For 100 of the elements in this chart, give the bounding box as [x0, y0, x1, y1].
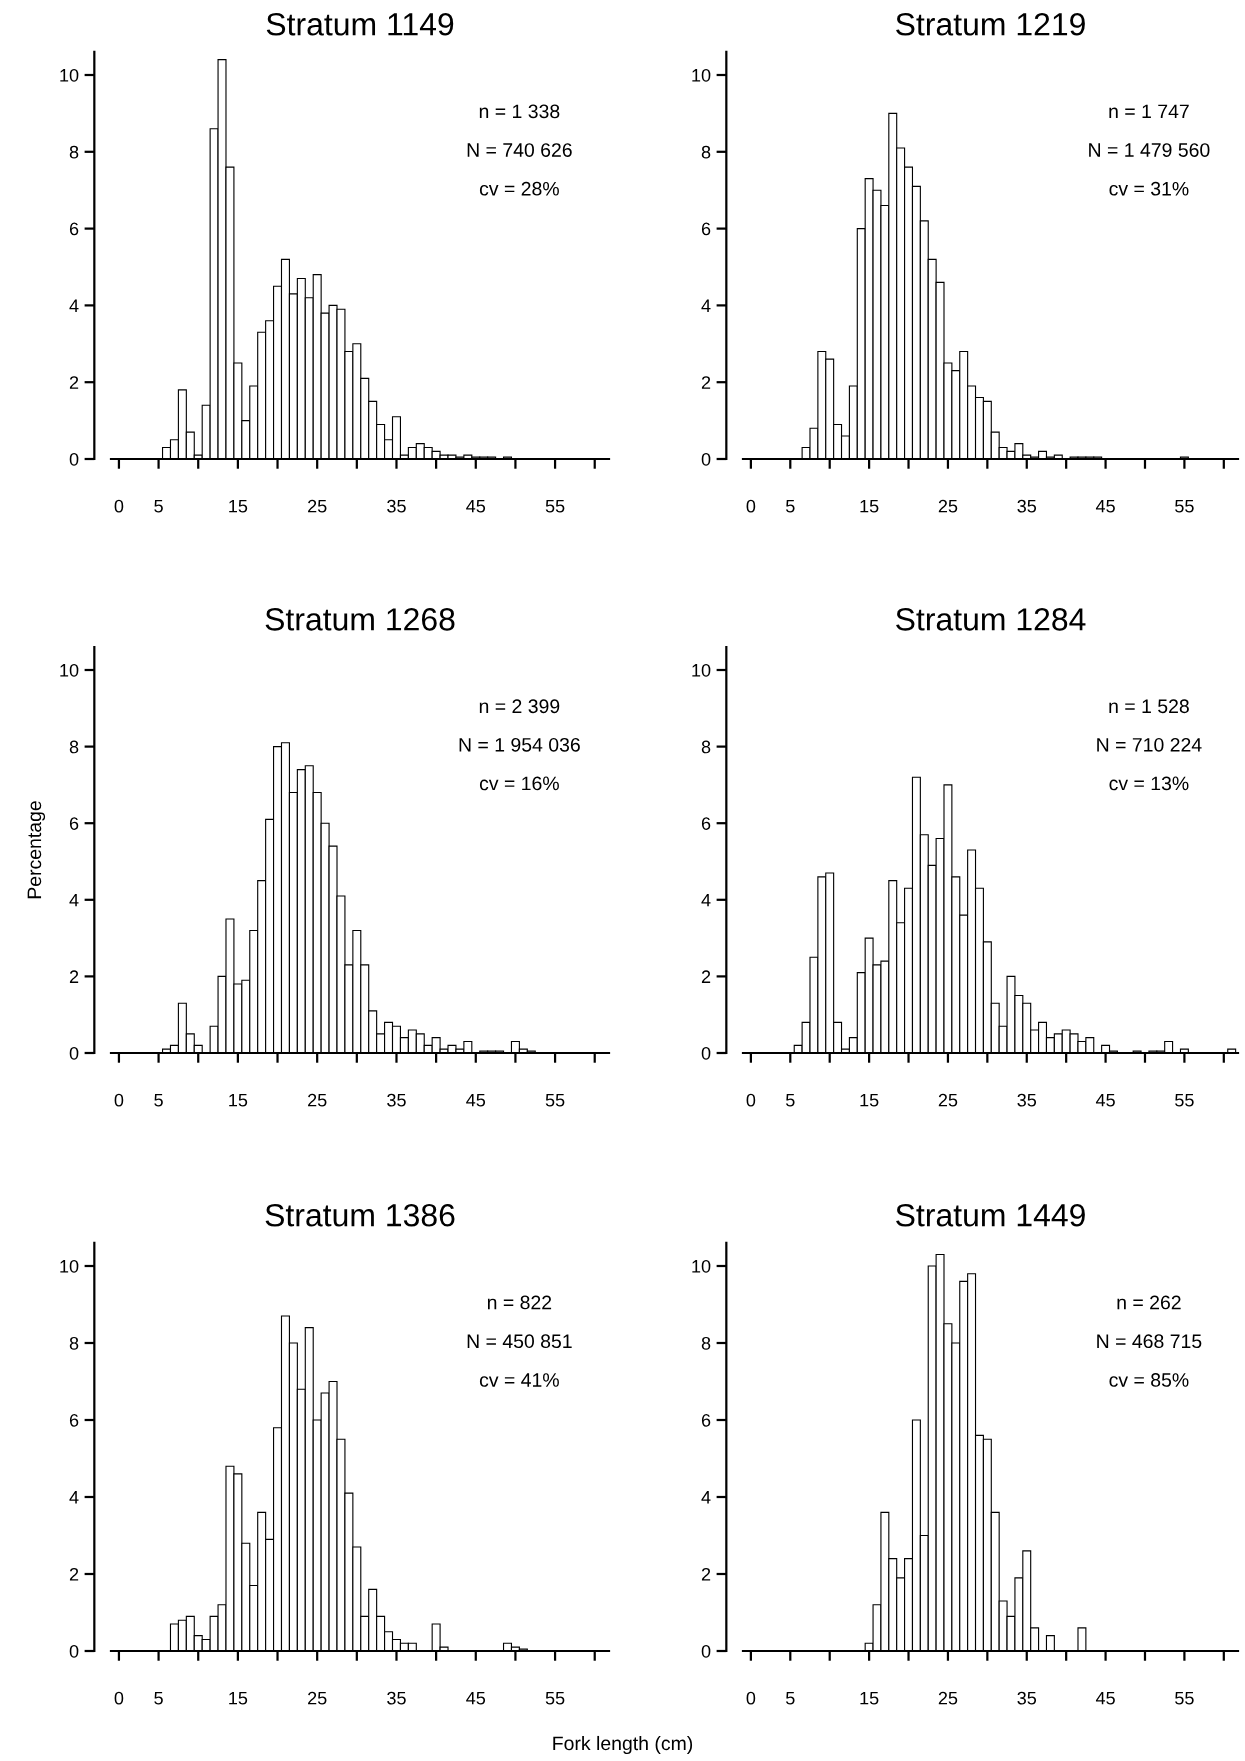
y-tick-label: 8 — [701, 145, 711, 159]
y-tick-label: 10 — [692, 68, 711, 82]
y-tick-label: 4 — [69, 893, 79, 907]
chart-title: Stratum 1284 — [896, 608, 1086, 631]
annotation: n = 822 — [487, 1295, 552, 1310]
x-tick-label: 0 — [746, 499, 756, 513]
x-tick-label: 15 — [229, 1691, 248, 1705]
y-tick-label: 6 — [701, 817, 711, 830]
x-tick-label: 55 — [1175, 499, 1194, 513]
y-tick-label: 4 — [69, 299, 79, 312]
x-tick-label: 0 — [114, 499, 124, 513]
x-tick-label: 45 — [1095, 1691, 1115, 1705]
x-tick-label: 5 — [154, 1093, 163, 1107]
y-axis-title: Percentage — [27, 801, 46, 899]
y-tick-label: 2 — [69, 970, 79, 983]
y-tick-label: 8 — [69, 740, 79, 754]
x-tick-label: 25 — [308, 1093, 327, 1107]
y-tick-label: 6 — [69, 222, 79, 236]
x-tick-label: 55 — [1175, 1691, 1194, 1705]
annotation: N = 1 954 036 — [459, 737, 580, 752]
x-tick-label: 45 — [466, 499, 486, 513]
y-tick-label: 2 — [69, 1567, 79, 1581]
y-tick-label: 0 — [701, 452, 711, 466]
x-tick-label: 25 — [938, 499, 958, 513]
x-tick-label: 45 — [1095, 1093, 1115, 1107]
y-tick-label: 0 — [69, 1046, 79, 1060]
x-axis-title: Fork length (cm) — [553, 1735, 693, 1755]
annotation: cv = 41% — [479, 1373, 559, 1387]
annotation: n = 1 528 — [1109, 699, 1189, 714]
y-tick-label: 8 — [69, 145, 79, 159]
y-tick-label: 4 — [69, 1491, 79, 1504]
x-tick-label: 15 — [860, 1691, 879, 1705]
y-tick-label: 8 — [69, 1336, 79, 1350]
y-tick-label: 0 — [701, 1046, 711, 1060]
y-tick-label: 10 — [692, 1259, 711, 1273]
x-tick-label: 25 — [938, 1093, 958, 1107]
x-tick-label: 35 — [1017, 499, 1037, 513]
x-tick-label: 5 — [785, 499, 795, 513]
y-tick-label: 0 — [701, 1644, 711, 1658]
y-tick-label: 10 — [60, 68, 79, 82]
x-tick-label: 15 — [229, 499, 248, 513]
annotation: N = 740 626 — [467, 143, 572, 157]
y-tick-label: 6 — [69, 817, 79, 830]
x-tick-label: 0 — [114, 1691, 124, 1705]
y-tick-label: 8 — [701, 740, 711, 754]
x-tick-label: 55 — [545, 1093, 565, 1107]
annotation: n = 1 747 — [1109, 104, 1189, 119]
x-tick-label: 55 — [545, 1691, 565, 1705]
annotation: N = 710 224 — [1097, 737, 1202, 752]
annotation: n = 1 338 — [479, 104, 560, 119]
x-tick-label: 0 — [114, 1093, 124, 1107]
annotation: N = 1 479 560 — [1089, 143, 1210, 157]
y-tick-label: 10 — [60, 663, 79, 677]
y-tick-label: 10 — [60, 1259, 79, 1273]
chart-title: Stratum 1219 — [896, 12, 1085, 36]
y-tick-label: 8 — [701, 1336, 711, 1350]
x-tick-label: 5 — [154, 499, 163, 513]
x-tick-label: 5 — [785, 1691, 795, 1705]
y-tick-label: 6 — [701, 222, 711, 236]
x-tick-label: 15 — [860, 1093, 879, 1107]
chart-title: Stratum 1449 — [896, 1203, 1085, 1227]
y-tick-label: 0 — [69, 1644, 79, 1658]
chart-title: Stratum 1268 — [265, 608, 455, 631]
y-tick-label: 2 — [701, 970, 711, 983]
x-tick-label: 5 — [154, 1691, 163, 1705]
y-tick-label: 10 — [692, 663, 711, 677]
annotation: cv = 85% — [1109, 1373, 1189, 1387]
x-tick-label: 35 — [387, 1093, 406, 1107]
x-tick-label: 35 — [1017, 1093, 1037, 1107]
x-tick-label: 45 — [466, 1093, 486, 1107]
annotation: cv = 28% — [479, 181, 559, 196]
x-tick-label: 55 — [1175, 1093, 1194, 1107]
x-tick-label: 15 — [229, 1093, 248, 1107]
y-tick-label: 4 — [701, 299, 711, 312]
annotation: n = 2 399 — [479, 699, 560, 714]
y-tick-label: 2 — [69, 376, 79, 389]
x-tick-label: 45 — [1095, 499, 1115, 513]
x-tick-label: 25 — [308, 499, 327, 513]
x-tick-label: 0 — [746, 1093, 756, 1107]
y-tick-label: 6 — [701, 1413, 711, 1427]
y-tick-label: 2 — [701, 376, 711, 389]
chart-title: Stratum 1149 — [266, 12, 454, 36]
y-tick-label: 4 — [701, 893, 711, 907]
annotation: n = 262 — [1117, 1295, 1181, 1310]
x-tick-label: 5 — [785, 1093, 795, 1107]
y-tick-label: 4 — [701, 1491, 711, 1504]
x-tick-label: 55 — [545, 499, 565, 513]
chart-title: Stratum 1386 — [265, 1203, 455, 1227]
annotation: cv = 13% — [1109, 776, 1189, 791]
annotation: cv = 31% — [1109, 181, 1189, 196]
x-tick-label: 35 — [387, 1691, 406, 1705]
x-tick-label: 15 — [860, 499, 879, 513]
y-tick-label: 2 — [701, 1567, 711, 1581]
annotation: N = 468 715 — [1097, 1334, 1202, 1349]
x-tick-label: 25 — [938, 1691, 958, 1705]
y-tick-label: 6 — [69, 1413, 79, 1427]
x-tick-label: 0 — [746, 1691, 756, 1705]
x-tick-label: 45 — [466, 1691, 486, 1705]
x-tick-label: 35 — [1017, 1691, 1037, 1705]
x-tick-label: 25 — [308, 1691, 327, 1705]
